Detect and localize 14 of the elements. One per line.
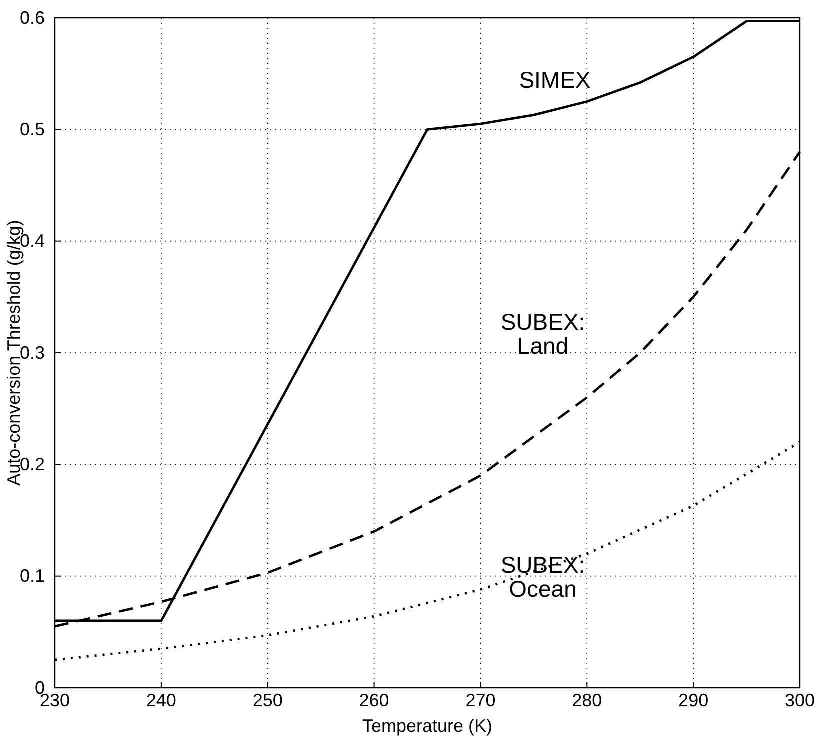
x-tick-label: 240 <box>146 690 176 710</box>
annotation: SUBEX: Land <box>500 309 586 360</box>
y-tick-label: 0.1 <box>20 566 45 586</box>
x-tick-label: 290 <box>678 690 709 710</box>
x-axis-title: Temperature (K) <box>362 716 493 736</box>
x-tick-label: 260 <box>359 690 390 710</box>
x-tick-label: 250 <box>252 690 283 710</box>
y-tick-label: 0.5 <box>20 119 45 140</box>
annotation: SIMEX <box>519 67 591 94</box>
x-tick-label: 280 <box>572 690 602 710</box>
x-tick-label: 300 <box>784 690 816 710</box>
x-tick-label: 270 <box>466 690 496 710</box>
y-tick-label: 0.6 <box>20 8 45 28</box>
y-tick-label: 0.3 <box>20 342 45 363</box>
